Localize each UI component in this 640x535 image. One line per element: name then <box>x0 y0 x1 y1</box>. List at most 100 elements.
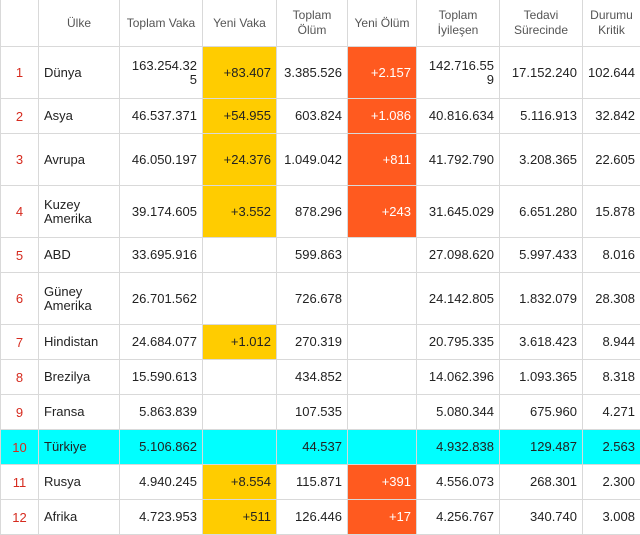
new-cases-cell <box>203 360 277 395</box>
total-cases-cell: 39.174.605 <box>120 186 203 238</box>
total-recovered-cell: 27.098.620 <box>417 238 500 273</box>
total-deaths-cell: 126.446 <box>277 500 348 535</box>
total-recovered-cell: 4.932.838 <box>417 430 500 465</box>
rank-cell: 9 <box>1 395 39 430</box>
total-recovered-cell: 4.256.767 <box>417 500 500 535</box>
new-deaths-cell: +17 <box>348 500 417 535</box>
total-deaths-cell: 599.863 <box>277 238 348 273</box>
rank-cell: 7 <box>1 325 39 360</box>
total-recovered-cell: 14.062.396 <box>417 360 500 395</box>
new-deaths-cell <box>348 360 417 395</box>
critical-cell: 3.008 <box>583 500 640 535</box>
new-cases-cell: +8.554 <box>203 465 277 500</box>
country-cell: Güney Amerika <box>39 273 120 325</box>
country-header[interactable]: Ülke <box>39 0 120 47</box>
new-deaths-cell: +811 <box>348 134 417 186</box>
country-cell: Brezilya <box>39 360 120 395</box>
country-cell: Hindistan <box>39 325 120 360</box>
total-deaths-cell: 1.049.042 <box>277 134 348 186</box>
total-deaths-cell: 115.871 <box>277 465 348 500</box>
total-recovered-cell: 4.556.073 <box>417 465 500 500</box>
active-header[interactable]: Tedavi Sürecinde <box>500 0 583 47</box>
critical-header[interactable]: Durumu Kritik <box>583 0 640 47</box>
rank-cell: 12 <box>1 500 39 535</box>
total-cases-cell: 163.254.325 <box>120 47 203 99</box>
active-cell: 129.487 <box>500 430 583 465</box>
new-cases-cell <box>203 395 277 430</box>
critical-cell: 8.318 <box>583 360 640 395</box>
new-deaths-header[interactable]: Yeni Ölüm <box>348 0 417 47</box>
new-cases-cell: +3.552 <box>203 186 277 238</box>
critical-cell: 2.300 <box>583 465 640 500</box>
new-cases-cell <box>203 238 277 273</box>
critical-cell: 102.644 <box>583 47 640 99</box>
new-cases-cell: +1.012 <box>203 325 277 360</box>
critical-cell: 2.563 <box>583 430 640 465</box>
critical-cell: 22.605 <box>583 134 640 186</box>
new-deaths-cell <box>348 430 417 465</box>
total-recovered-cell: 20.795.335 <box>417 325 500 360</box>
new-deaths-cell: +243 <box>348 186 417 238</box>
rank-cell: 3 <box>1 134 39 186</box>
critical-cell: 8.016 <box>583 238 640 273</box>
total-deaths-cell: 726.678 <box>277 273 348 325</box>
country-cell: Rusya <box>39 465 120 500</box>
country-cell: Dünya <box>39 47 120 99</box>
new-cases-header[interactable]: Yeni Vaka <box>203 0 277 47</box>
new-cases-cell: +24.376 <box>203 134 277 186</box>
total-cases-header[interactable]: Toplam Vaka <box>120 0 203 47</box>
new-cases-cell: +511 <box>203 500 277 535</box>
new-deaths-cell <box>348 238 417 273</box>
active-cell: 675.960 <box>500 395 583 430</box>
total-recovered-header[interactable]: Toplam İyileşen <box>417 0 500 47</box>
rank-cell: 8 <box>1 360 39 395</box>
total-recovered-cell: 41.792.790 <box>417 134 500 186</box>
active-cell: 1.832.079 <box>500 273 583 325</box>
active-cell: 6.651.280 <box>500 186 583 238</box>
total-recovered-cell: 31.645.029 <box>417 186 500 238</box>
country-cell: ABD <box>39 238 120 273</box>
total-deaths-header[interactable]: Toplam Ölüm <box>277 0 348 47</box>
country-cell: Türkiye <box>39 430 120 465</box>
new-deaths-cell <box>348 273 417 325</box>
total-cases-cell: 46.050.197 <box>120 134 203 186</box>
new-deaths-cell: +2.157 <box>348 47 417 99</box>
total-cases-cell: 5.863.839 <box>120 395 203 430</box>
total-deaths-cell: 270.319 <box>277 325 348 360</box>
active-cell: 3.208.365 <box>500 134 583 186</box>
table-header: Ülke Toplam Vaka Yeni Vaka Toplam Ölüm Y… <box>1 0 640 47</box>
new-deaths-cell <box>348 395 417 430</box>
active-cell: 340.740 <box>500 500 583 535</box>
total-recovered-cell: 5.080.344 <box>417 395 500 430</box>
total-recovered-cell: 40.816.634 <box>417 99 500 134</box>
active-cell: 5.997.433 <box>500 238 583 273</box>
new-deaths-cell: +1.086 <box>348 99 417 134</box>
rank-cell: 10 <box>1 430 39 465</box>
total-deaths-cell: 3.385.526 <box>277 47 348 99</box>
rank-cell: 4 <box>1 186 39 238</box>
rank-cell: 1 <box>1 47 39 99</box>
total-deaths-cell: 878.296 <box>277 186 348 238</box>
total-cases-cell: 26.701.562 <box>120 273 203 325</box>
total-deaths-cell: 434.852 <box>277 360 348 395</box>
country-cell: Fransa <box>39 395 120 430</box>
active-cell: 17.152.240 <box>500 47 583 99</box>
active-cell: 3.618.423 <box>500 325 583 360</box>
total-cases-cell: 33.695.916 <box>120 238 203 273</box>
country-cell: Asya <box>39 99 120 134</box>
total-recovered-cell: 24.142.805 <box>417 273 500 325</box>
